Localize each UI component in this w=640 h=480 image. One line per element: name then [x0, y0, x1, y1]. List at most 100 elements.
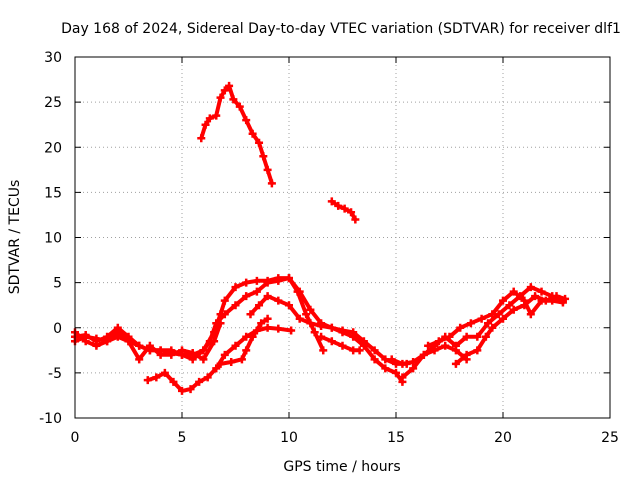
series-line — [145, 325, 294, 393]
data-point — [340, 204, 349, 213]
data-point — [152, 373, 161, 382]
data-point — [212, 111, 221, 120]
data-point — [306, 319, 315, 328]
series-arc-6 — [246, 292, 407, 386]
data-point — [220, 296, 229, 305]
data-point — [473, 332, 482, 341]
y-tick-label: 30 — [44, 50, 62, 66]
y-tick-label: 10 — [44, 231, 62, 247]
data-point — [252, 276, 261, 285]
data-point — [237, 355, 246, 364]
data-point — [113, 328, 122, 337]
data-point — [255, 138, 264, 147]
data-point — [295, 314, 304, 323]
data-point — [466, 319, 475, 328]
grid — [75, 57, 610, 418]
data-point — [124, 337, 133, 346]
data-point — [285, 274, 293, 283]
data-point — [558, 298, 567, 307]
y-axis-label: SDTVAR / TECUs — [7, 180, 23, 295]
data-point — [188, 349, 197, 358]
data-point — [552, 292, 561, 301]
data-point — [169, 377, 178, 386]
series-arc-9 — [327, 197, 360, 224]
data-point — [203, 373, 212, 382]
data-point — [252, 287, 261, 296]
data-point — [409, 358, 418, 367]
data-point — [499, 296, 507, 305]
data-point — [255, 301, 264, 310]
y-tick-label: 25 — [44, 95, 62, 111]
data-point — [263, 292, 272, 301]
data-point — [347, 208, 356, 217]
data-point — [509, 305, 518, 314]
data-point — [392, 368, 400, 377]
data-point — [445, 332, 454, 341]
data-point — [231, 301, 240, 310]
data-point — [248, 129, 257, 138]
x-tick-label: 5 — [178, 430, 187, 446]
x-tick-label: 10 — [280, 430, 298, 446]
data-point — [317, 332, 326, 341]
data-point — [212, 364, 221, 373]
data-point — [225, 81, 234, 90]
data-point — [274, 324, 283, 333]
data-point — [197, 134, 206, 143]
data-point — [295, 287, 304, 296]
data-point — [349, 332, 358, 341]
chart-title: Day 168 of 2024, Sidereal Day-to-day VTE… — [61, 21, 621, 37]
data-point — [135, 355, 144, 364]
data-point — [398, 359, 407, 368]
series-arc-5 — [216, 314, 272, 368]
data-point — [135, 341, 144, 350]
data-point — [263, 323, 272, 332]
series-arc-13 — [387, 341, 471, 368]
data-point — [156, 350, 165, 359]
series-arc-2 — [71, 274, 411, 368]
data-point — [160, 368, 169, 377]
y-tick-label: -10 — [39, 411, 62, 427]
y-tick-label: 0 — [53, 321, 62, 337]
data-point — [370, 355, 379, 364]
data-point — [462, 355, 471, 364]
data-point — [257, 319, 266, 328]
series-line — [400, 285, 565, 380]
x-axis-label: GPS time / hours — [283, 459, 400, 475]
data-point — [229, 95, 238, 104]
data-point — [351, 215, 360, 224]
data-point — [242, 346, 251, 355]
data-point — [481, 332, 490, 341]
data-point — [441, 341, 450, 350]
data-point — [317, 321, 326, 330]
data-point — [145, 341, 154, 350]
data-point — [242, 278, 251, 287]
series-arc-12 — [424, 287, 567, 350]
data-point — [274, 296, 283, 305]
data-point — [338, 341, 347, 350]
data-point — [103, 337, 112, 346]
data-point — [319, 346, 328, 355]
series-arc-3 — [71, 319, 225, 364]
data-point — [186, 385, 195, 394]
series-arc-1 — [71, 274, 328, 359]
data-point — [263, 314, 272, 323]
data-point — [201, 120, 210, 129]
data-point — [424, 341, 433, 350]
data-point — [537, 287, 546, 296]
data-point — [267, 179, 276, 188]
data-point — [287, 326, 296, 335]
data-point — [451, 346, 460, 355]
data-point — [178, 386, 186, 395]
data-point — [477, 314, 486, 323]
data-point — [216, 310, 225, 319]
data-point — [259, 152, 268, 161]
data-point — [548, 296, 557, 305]
data-point — [199, 346, 208, 355]
data-point — [419, 350, 428, 359]
data-point — [327, 197, 336, 206]
y-tick-label: 20 — [44, 140, 62, 156]
data-point — [310, 328, 319, 337]
data-point — [302, 310, 311, 319]
series-line — [248, 294, 405, 384]
data-point — [387, 355, 396, 364]
